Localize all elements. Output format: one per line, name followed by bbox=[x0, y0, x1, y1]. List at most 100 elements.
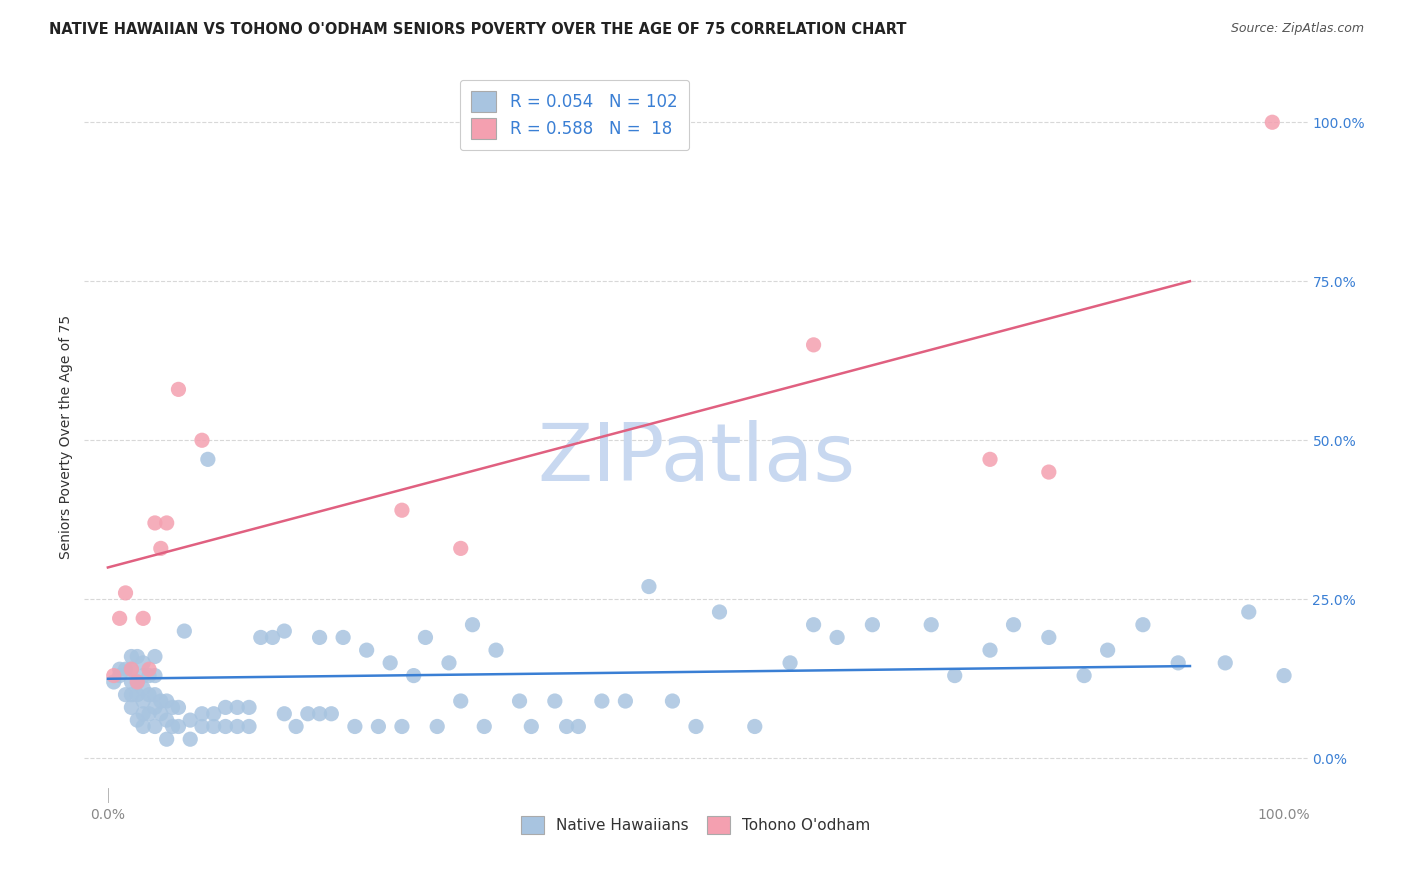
Text: NATIVE HAWAIIAN VS TOHONO O'ODHAM SENIORS POVERTY OVER THE AGE OF 75 CORRELATION: NATIVE HAWAIIAN VS TOHONO O'ODHAM SENIOR… bbox=[49, 22, 907, 37]
Native Hawaiians bbox=[108, 668, 131, 682]
Native Hawaiians bbox=[825, 631, 848, 645]
Native Hawaiians bbox=[1167, 656, 1189, 670]
Native Hawaiians bbox=[127, 649, 149, 664]
Native Hawaiians bbox=[437, 656, 460, 670]
Native Hawaiians bbox=[202, 719, 225, 733]
Native Hawaiians bbox=[356, 643, 378, 657]
Native Hawaiians bbox=[273, 624, 295, 638]
Native Hawaiians bbox=[114, 662, 136, 676]
Native Hawaiians bbox=[685, 719, 707, 733]
Native Hawaiians bbox=[149, 706, 172, 721]
Tohono O'odham bbox=[143, 516, 166, 530]
Native Hawaiians bbox=[544, 694, 567, 708]
Native Hawaiians bbox=[415, 631, 437, 645]
Native Hawaiians bbox=[509, 694, 531, 708]
Native Hawaiians bbox=[461, 617, 484, 632]
Native Hawaiians bbox=[638, 580, 661, 594]
Native Hawaiians bbox=[132, 706, 155, 721]
Native Hawaiians bbox=[179, 732, 201, 747]
Native Hawaiians bbox=[127, 688, 149, 702]
Native Hawaiians bbox=[485, 643, 508, 657]
Native Hawaiians bbox=[1073, 668, 1095, 682]
Native Hawaiians bbox=[103, 675, 125, 690]
Native Hawaiians bbox=[191, 706, 214, 721]
Native Hawaiians bbox=[803, 617, 825, 632]
Native Hawaiians bbox=[156, 694, 179, 708]
Native Hawaiians bbox=[127, 675, 149, 690]
Tohono O'odham bbox=[1261, 115, 1284, 129]
Native Hawaiians bbox=[214, 719, 236, 733]
Legend: Native Hawaiians, Tohono O'odham: Native Hawaiians, Tohono O'odham bbox=[509, 804, 883, 847]
Native Hawaiians bbox=[1002, 617, 1025, 632]
Tohono O'odham bbox=[191, 434, 214, 448]
Native Hawaiians bbox=[143, 668, 166, 682]
Native Hawaiians bbox=[138, 668, 160, 682]
Native Hawaiians bbox=[120, 662, 142, 676]
Native Hawaiians bbox=[391, 719, 413, 733]
Tohono O'odham bbox=[114, 586, 136, 600]
Native Hawaiians bbox=[132, 719, 155, 733]
Native Hawaiians bbox=[297, 706, 319, 721]
Native Hawaiians bbox=[860, 617, 883, 632]
Native Hawaiians bbox=[120, 649, 142, 664]
Native Hawaiians bbox=[120, 675, 142, 690]
Native Hawaiians bbox=[979, 643, 1001, 657]
Native Hawaiians bbox=[744, 719, 766, 733]
Tohono O'odham bbox=[108, 611, 131, 625]
Native Hawaiians bbox=[920, 617, 942, 632]
Native Hawaiians bbox=[108, 662, 131, 676]
Native Hawaiians bbox=[132, 668, 155, 682]
Native Hawaiians bbox=[426, 719, 449, 733]
Native Hawaiians bbox=[120, 700, 142, 714]
Native Hawaiians bbox=[127, 713, 149, 727]
Native Hawaiians bbox=[567, 719, 589, 733]
Native Hawaiians bbox=[143, 719, 166, 733]
Native Hawaiians bbox=[332, 631, 354, 645]
Tohono O'odham bbox=[138, 662, 160, 676]
Native Hawaiians bbox=[308, 631, 330, 645]
Native Hawaiians bbox=[380, 656, 402, 670]
Native Hawaiians bbox=[226, 719, 249, 733]
Native Hawaiians bbox=[661, 694, 683, 708]
Y-axis label: Seniors Poverty Over the Age of 75: Seniors Poverty Over the Age of 75 bbox=[59, 315, 73, 559]
Native Hawaiians bbox=[197, 452, 219, 467]
Native Hawaiians bbox=[179, 713, 201, 727]
Native Hawaiians bbox=[143, 688, 166, 702]
Native Hawaiians bbox=[156, 732, 179, 747]
Native Hawaiians bbox=[138, 688, 160, 702]
Tohono O'odham bbox=[391, 503, 413, 517]
Tohono O'odham bbox=[156, 516, 179, 530]
Text: ZIPatlas: ZIPatlas bbox=[537, 420, 855, 498]
Native Hawaiians bbox=[1038, 631, 1060, 645]
Native Hawaiians bbox=[238, 719, 260, 733]
Native Hawaiians bbox=[114, 688, 136, 702]
Native Hawaiians bbox=[167, 719, 190, 733]
Native Hawaiians bbox=[132, 656, 155, 670]
Text: Source: ZipAtlas.com: Source: ZipAtlas.com bbox=[1230, 22, 1364, 36]
Native Hawaiians bbox=[1213, 656, 1236, 670]
Native Hawaiians bbox=[1097, 643, 1119, 657]
Native Hawaiians bbox=[343, 719, 366, 733]
Native Hawaiians bbox=[321, 706, 343, 721]
Native Hawaiians bbox=[156, 713, 179, 727]
Native Hawaiians bbox=[249, 631, 271, 645]
Native Hawaiians bbox=[308, 706, 330, 721]
Tohono O'odham bbox=[120, 662, 142, 676]
Native Hawaiians bbox=[132, 681, 155, 696]
Tohono O'odham bbox=[149, 541, 172, 556]
Tohono O'odham bbox=[167, 383, 190, 397]
Native Hawaiians bbox=[238, 700, 260, 714]
Native Hawaiians bbox=[138, 706, 160, 721]
Native Hawaiians bbox=[167, 700, 190, 714]
Native Hawaiians bbox=[1272, 668, 1295, 682]
Tohono O'odham bbox=[103, 668, 125, 682]
Native Hawaiians bbox=[202, 706, 225, 721]
Native Hawaiians bbox=[555, 719, 578, 733]
Native Hawaiians bbox=[709, 605, 731, 619]
Native Hawaiians bbox=[450, 694, 472, 708]
Native Hawaiians bbox=[779, 656, 801, 670]
Native Hawaiians bbox=[1132, 617, 1154, 632]
Native Hawaiians bbox=[173, 624, 195, 638]
Tohono O'odham bbox=[127, 675, 149, 690]
Native Hawaiians bbox=[162, 719, 184, 733]
